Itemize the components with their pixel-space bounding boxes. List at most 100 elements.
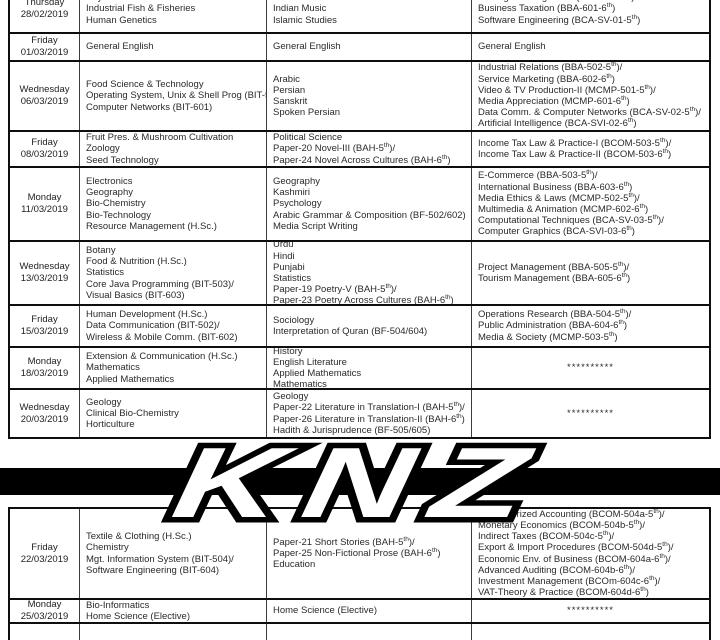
subject-line: Food & Nutrition (H.Sc.) — [86, 256, 187, 268]
subjects-cell: Sociology Interpretation of Quran (BF-504… — [267, 306, 472, 346]
subject-line: English Literature — [273, 356, 347, 368]
subject-line: Resource Management (H.Sc.) — [86, 220, 217, 232]
day-label: Wednesday — [19, 401, 70, 413]
subjects-cell: Urdu Hindi Punjabi Statistics Paper-19 Poetr… — [267, 242, 472, 304]
no-exam-stars: ********** — [567, 605, 614, 617]
subjects-cell: Human Development (H.Sc.) Data Communicat… — [80, 306, 267, 346]
day-label: Thursday — [24, 0, 65, 8]
subjects-cell — [472, 624, 709, 640]
subject-line: General English — [478, 41, 546, 53]
no-exam-stars: ********** — [567, 407, 614, 419]
subject-line: Horticulture — [86, 419, 135, 431]
exam-table-lower: Friday 22/03/2019 Textile & Clothing (H.Sc… — [8, 507, 711, 640]
date-cell: Monday 18/03/2019 — [10, 348, 80, 388]
day-label: Wednesday — [19, 84, 70, 95]
subject-line: Interpretation of Quran (BF-504/604) — [273, 326, 428, 337]
subject-line: Bio-Chemistry — [86, 198, 146, 210]
subject-line: Business Taxation (BBA-601-6th) — [478, 2, 616, 15]
subject-line: Home Science (Elective) — [86, 611, 191, 622]
subject-line: Statistics — [273, 273, 312, 284]
subjects-cell: Paper-21 Short Stories (BAH-5th)/Paper-2… — [267, 509, 472, 598]
subject-line: Mathematics — [86, 362, 140, 374]
subject-line: Paper-24 Novel Across Cultures (BAH-6th) — [273, 153, 451, 166]
date-cell: Thursday 28/02/2019 — [10, 0, 80, 32]
subject-line: Clinical Bio-Chemistry — [86, 407, 179, 419]
subject-line: History — [273, 348, 303, 357]
subject-line: Sanskrit — [273, 96, 308, 107]
date-label: 13/03/2019 — [20, 273, 69, 284]
day-label: Monday — [27, 192, 62, 203]
subject-line: Human Genetics — [86, 14, 157, 26]
subject-line: Human Development (H.Sc.) — [86, 309, 208, 321]
subjects-cell: PhysicsIndustrial Fish & FisheriesHuman … — [80, 0, 267, 32]
table-row: Monday 25/03/2019 Bio-Informatics Home Scie… — [10, 600, 709, 624]
subject-line: Paper-26 Literature in Translation-II (B… — [273, 412, 465, 425]
subjects-cell: Industrial Relations (BBA-502-5th)/Servi… — [472, 62, 709, 130]
subjects-cell: Bio-Informatics Home Science (Elective) — [80, 600, 267, 622]
subject-line: Visual Basics (BIT-603) — [86, 289, 185, 301]
subjects-cell: History English Literature Applied Mathema… — [267, 348, 472, 388]
subjects-cell: General English — [267, 34, 472, 60]
subject-line: Geology — [273, 391, 309, 403]
subject-line: Public Administration (BBA-604-6th) — [478, 319, 628, 332]
subject-line: Botany — [86, 244, 116, 256]
subject-line: Food Science & Technology — [86, 79, 204, 91]
subject-line: Monetary Economics (BCOM-504b-5th)/ — [478, 518, 645, 531]
table-row: Friday 08/03/2019 Fruit Pres. & Mushroom C… — [10, 132, 709, 168]
subject-line: Tourism Management (BBA-605-6th) — [478, 271, 631, 284]
subject-line: Computer Graphics (BCA-SVI-03-6th) — [478, 225, 635, 238]
no-exam-stars: ********** — [567, 362, 614, 374]
date-label: 08/03/2019 — [20, 149, 69, 160]
subjects-cell: Political Science Paper-20 Novel-III (BAH… — [267, 132, 472, 166]
subject-line: Home Science (Elective) — [273, 605, 378, 617]
date-cell: Monday 11/03/2019 — [10, 168, 80, 240]
subject-line: Spoken Persian — [273, 107, 341, 119]
table-row: Monday 11/03/2019 Electronics Geography Bio-… — [10, 168, 709, 242]
subject-line: Bio-Technology — [86, 209, 151, 221]
subject-line: Paper-21 Short Stories (BAH-5th)/ — [273, 535, 415, 548]
subject-line: General English — [86, 41, 154, 53]
subjects-cell: Computerized Accounting (BCOM-504a-5th)/… — [472, 509, 709, 598]
subjects-cell: ********** — [472, 600, 709, 622]
date-label: 11/03/2019 — [21, 204, 68, 215]
subjects-cell: Textile & Clothing (H.Sc.) Chemistry Mgt. … — [80, 509, 267, 598]
subject-line: Industrial Relations (BBA-502-5th)/ — [478, 62, 623, 74]
subjects-cell: Income Tax Law & Practice-I (BCOM-503-5t… — [472, 132, 709, 166]
subjects-cell: Electronics Geography Bio-Chemistry Bio-Tec… — [80, 168, 267, 240]
subject-line: Project Management (BBA-505-5th)/ — [478, 260, 630, 273]
subject-line: Service Marketing (BBA-602-6th) — [478, 72, 615, 85]
table-row: Friday 15/03/2019 Human Development (H.Sc.… — [10, 306, 709, 348]
date-label: 15/03/2019 — [20, 326, 69, 337]
subject-line: Paper-22 Literature in Translation-I (BA… — [273, 401, 465, 414]
subject-line: Extension & Communication (H.Sc.) — [86, 351, 238, 363]
subject-line: Paper-20 Novel-III (BAH-5th)/ — [273, 142, 396, 155]
subjects-cell: Industrial ChemistryElectronics Equip. &… — [80, 624, 267, 640]
subject-line: Export & Import Procedures (BCOM-504d-5t… — [478, 541, 674, 554]
date-cell: Friday 15/03/2019 — [10, 306, 80, 346]
subject-line: Paper-19 Poetry-V (BAH-5th)/ — [273, 283, 397, 296]
subject-line: Statistics — [86, 267, 125, 279]
date-label: 22/03/2019 — [20, 553, 69, 565]
subjects-cell: E-Commerce (BBA-503-5th)/International B… — [472, 168, 709, 240]
subject-line: Computer Networks (BIT-601) — [86, 101, 213, 113]
subject-line: Sociology — [273, 314, 315, 326]
day-label: Wednesday — [19, 261, 70, 272]
subject-line: Urdu — [273, 242, 294, 251]
subject-line: Geography — [86, 187, 134, 199]
subjects-cell: Project Management (BBA-505-5th)/Tourism… — [472, 242, 709, 304]
date-cell: Friday 08/03/2019 — [10, 132, 80, 166]
table-row: Wednesday 06/03/2019 Food Science & Techno… — [10, 62, 709, 132]
subject-line: Wireless & Mobile Comm. (BIT-602) — [86, 331, 238, 343]
subject-line: Advanced Auditing (BCOM-604b-6th)/ — [478, 563, 635, 576]
day-label: Friday — [31, 137, 58, 148]
subject-line: Political Science — [273, 132, 343, 144]
day-label: Friday — [31, 314, 58, 325]
subjects-cell: Botany Food & Nutrition (H.Sc.) Statistics… — [80, 242, 267, 304]
date-label: 18/03/2019 — [20, 368, 69, 379]
subject-line: Arabic — [273, 73, 300, 85]
subjects-cell: ********** — [472, 348, 709, 388]
subject-line: Computational Techniques (BCA-SV-03-5th)… — [478, 214, 664, 227]
